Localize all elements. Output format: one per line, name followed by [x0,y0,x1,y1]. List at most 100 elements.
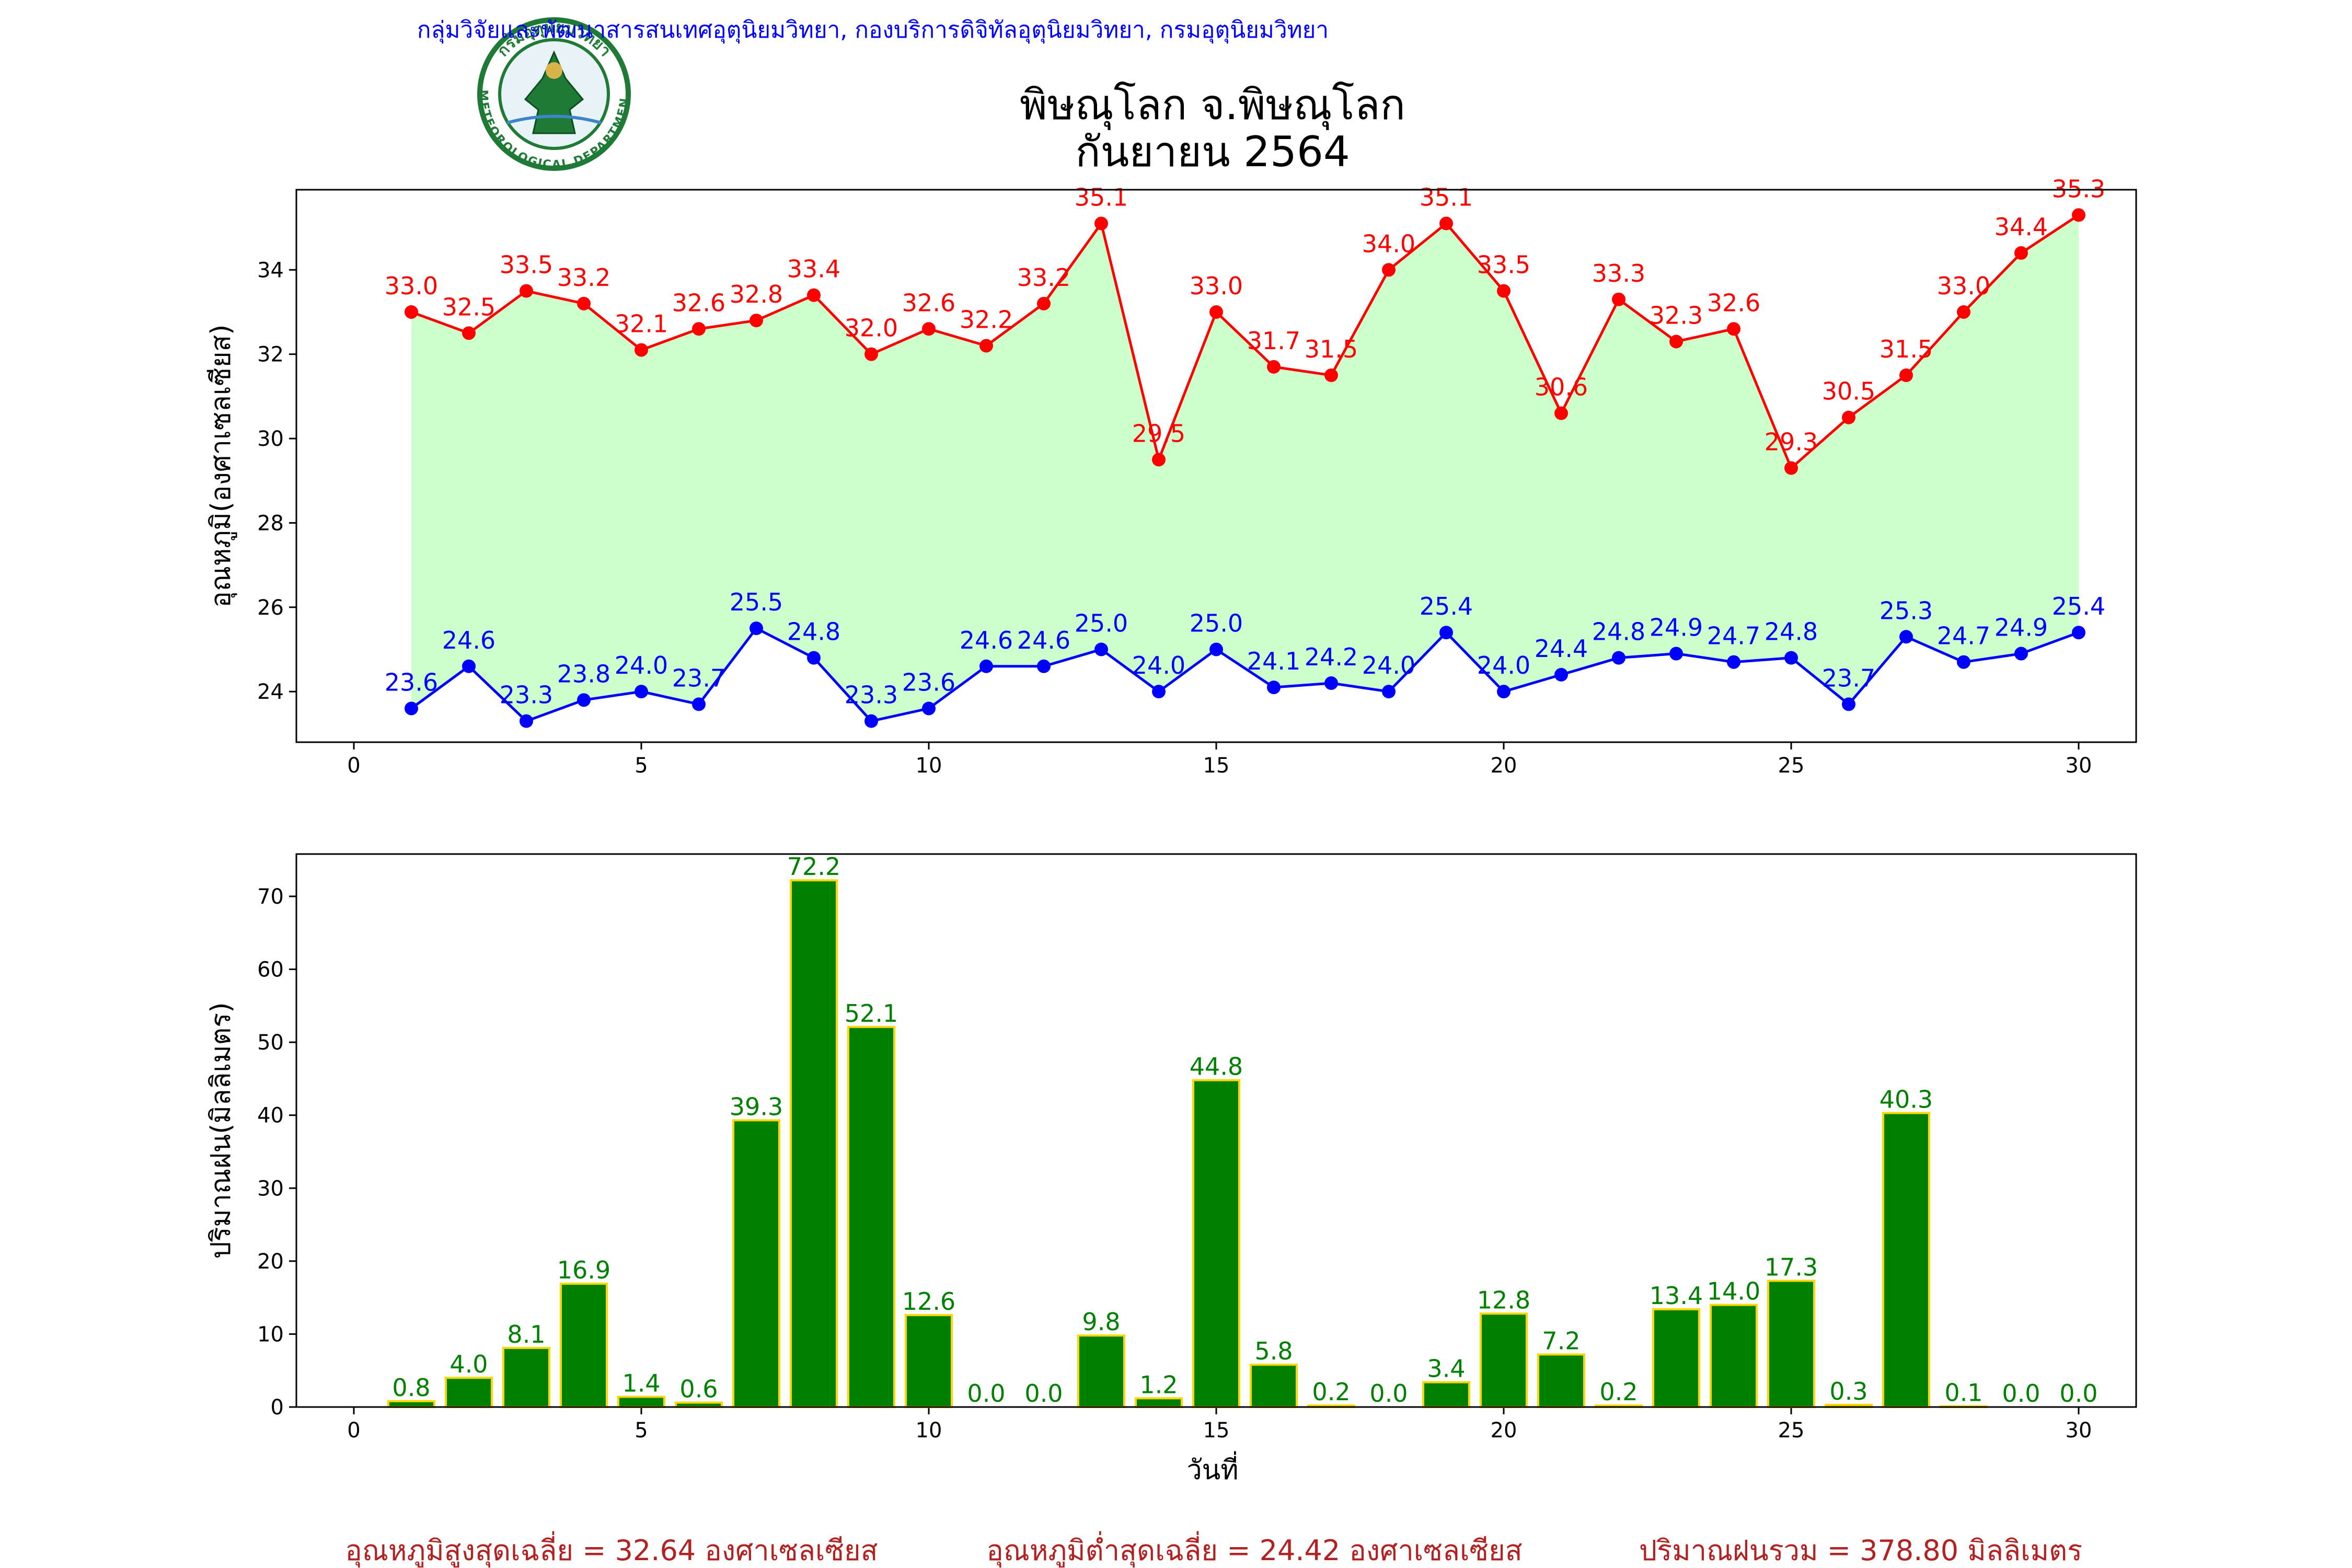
rain-bar [1135,1397,1183,1409]
logo-head-icon [546,62,562,79]
rain-data-label: 52.1 [845,999,898,1028]
logo-figure-icon [524,50,584,134]
tmin-data-label: 25.0 [1190,609,1243,637]
rain-bar [1422,1381,1470,1408]
rain-data-label: 17.3 [1765,1253,1818,1282]
tmax-data-label: 31.7 [1247,327,1300,355]
rain-data-label: 0.0 [1369,1379,1408,1408]
tmax-data-label: 35.3 [2052,175,2105,203]
tmin-point [979,659,993,673]
tmax-data-label: 33.0 [1937,272,1990,300]
tmin-point [922,701,936,716]
rain-bar [847,1025,895,1408]
tmin-point [1439,626,1453,640]
tmin-data-label: 24.0 [1362,651,1415,679]
tmax-point [1382,263,1396,277]
tmin-point [1094,642,1108,656]
tmax-point [1439,216,1453,230]
rain-data-label: 5.8 [1254,1337,1293,1365]
rain-bar [1480,1312,1528,1408]
tmin-point [2072,626,2085,640]
tmax-data-label: 33.0 [1190,272,1243,300]
tmin-point [1037,659,1051,673]
tmin-data-label: 24.0 [1477,651,1530,679]
tmax-point [1612,292,1625,306]
rain-data-label: 72.2 [787,852,840,881]
rain-data-label: 0.6 [679,1375,718,1403]
tmax-point [1727,322,1740,336]
tmax-point [1094,216,1108,230]
tmax-point [520,284,533,298]
tmax-point [1554,406,1568,420]
rain-data-label: 13.4 [1650,1282,1703,1310]
tmax-point [462,326,476,340]
rain-data-label: 0.2 [1599,1378,1638,1406]
rain-x-tick-label: 25 [1778,1419,1805,1443]
tmax-point [692,322,706,336]
rain-data-label: 12.8 [1477,1286,1530,1314]
tmin-data-label: 24.8 [787,618,840,646]
rain-data-label: 0.3 [1829,1377,1867,1405]
tmax-data-label: 31.5 [1305,335,1358,363]
tmax-point [635,343,648,357]
tmax-data-label: 33.5 [500,251,553,279]
temp-x-tick-label: 15 [1203,754,1230,778]
tmax-data-label: 32.6 [902,289,955,317]
tmax-data-label: 32.5 [442,293,495,321]
tmax-point [1784,461,1798,475]
tmin-data-label: 25.4 [1420,592,1473,620]
tmax-data-label: 32.2 [960,306,1013,334]
tmin-data-label: 25.3 [1880,596,1933,625]
rain-x-tick-label: 30 [2066,1419,2092,1443]
tmax-point [2014,246,2028,260]
tmax-data-label: 29.5 [1132,419,1185,447]
tmin-point [1842,697,1855,711]
rain-bar [1192,1079,1240,1409]
tmax-data-label: 33.4 [787,255,840,283]
tmin-data-label: 23.6 [902,668,955,696]
rain-data-label: 16.9 [557,1256,610,1284]
rain-bar [1767,1279,1815,1408]
logo-wave-icon [506,114,602,124]
tmax-point [405,305,418,319]
rainfall-y-axis-label: ปริมาณฝน(มิลลิเมตร) [205,1002,237,1259]
rain-bar [1250,1364,1298,1409]
tmin-point [1267,681,1281,695]
tmax-data-label: 31.5 [1880,335,1933,363]
tmax-point [1209,305,1223,319]
tmin-data-label: 24.8 [1592,618,1645,646]
tmax-data-label: 32.3 [1650,301,1703,329]
tmin-data-label: 24.9 [1650,614,1703,642]
rain-bar [732,1119,780,1408]
tmax-data-label: 35.1 [1420,183,1473,212]
tmax-data-label: 33.0 [385,272,438,300]
rain-bar [1537,1353,1585,1408]
tmin-point [577,693,591,707]
tmin-data-label: 24.8 [1765,618,1818,646]
tmax-point [1267,360,1281,374]
rain-y-tick-label: 0 [271,1396,284,1420]
tmin-point [864,714,878,728]
rain-x-tick-label: 10 [916,1419,942,1443]
tmax-data-label: 33.5 [1477,251,1530,279]
tmin-data-label: 23.6 [385,668,438,696]
tmax-data-label: 33.2 [557,263,610,292]
rain-data-label: 3.4 [1427,1355,1465,1383]
rain-data-label: 0.0 [1024,1379,1063,1408]
tmax-data-label: 30.6 [1535,373,1588,401]
rain-bar [387,1400,435,1408]
rain-data-label: 9.8 [1082,1308,1120,1336]
temp-x-tick-label: 10 [916,754,942,778]
tmin-data-label: 24.9 [1994,614,2048,642]
rain-data-label: 0.0 [2002,1379,2040,1408]
tmax-data-label: 34.0 [1362,229,1415,258]
tmin-data-label: 23.7 [1822,664,1875,692]
tmax-data-label: 29.3 [1765,428,1818,456]
tmin-data-label: 23.7 [672,664,725,692]
tmin-point [1209,642,1223,656]
tmin-point [1152,685,1166,699]
tmax-point [1497,284,1511,298]
tmax-data-label: 34.4 [1994,213,2048,241]
tmin-point [520,714,533,728]
rain-y-tick-label: 50 [257,1031,284,1055]
